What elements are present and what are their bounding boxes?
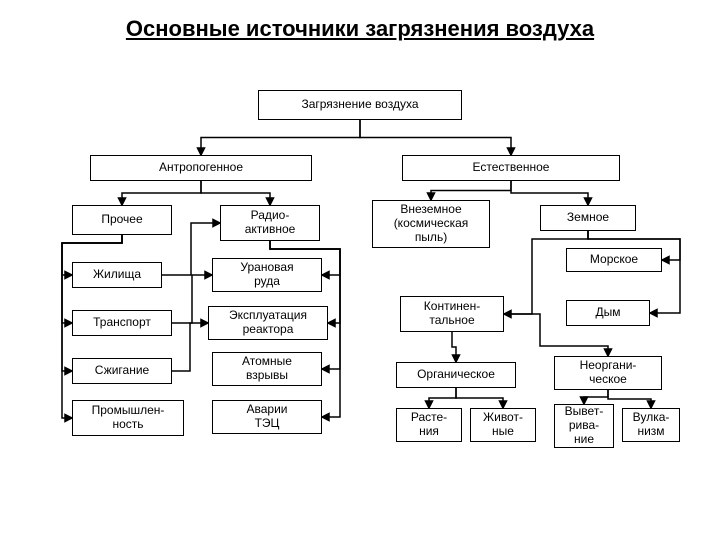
node-morsk: Морское <box>566 248 662 272</box>
node-natural: Естественное <box>402 155 620 181</box>
node-anthro: Антропогенное <box>90 155 312 181</box>
node-prochee: Прочее <box>72 205 172 235</box>
node-vyvet: Вывет-рива-ние <box>554 404 614 448</box>
node-prom: Промышлен-ность <box>72 400 184 436</box>
node-radio: Радио-активное <box>220 205 320 241</box>
node-zemnoe: Земное <box>540 205 636 231</box>
node-dym: Дым <box>566 300 650 326</box>
node-vnez: Внеземное(космическаяпыль) <box>372 200 490 248</box>
page-title: Основные источники загрязнения воздуха <box>0 16 720 42</box>
node-kontin: Континен-тальное <box>400 296 504 332</box>
node-zhil: Жилища <box>72 262 162 288</box>
node-ekspl: Эксплуатацияреактора <box>208 306 328 340</box>
node-zhivot: Живот-ные <box>470 408 536 442</box>
node-uran: Урановаяруда <box>212 258 322 292</box>
node-vulk: Вулка-низм <box>622 408 680 442</box>
node-organ: Органическое <box>396 362 516 388</box>
node-raste: Расте-ния <box>396 408 462 442</box>
node-avarii: АварииТЭЦ <box>212 400 322 434</box>
node-szhig: Сжигание <box>72 358 172 384</box>
node-neorg: Неоргани-ческое <box>554 356 662 390</box>
node-root: Загрязнение воздуха <box>258 90 462 120</box>
node-trans: Транспорт <box>72 310 172 336</box>
node-atomn: Атомныевзрывы <box>212 352 322 386</box>
